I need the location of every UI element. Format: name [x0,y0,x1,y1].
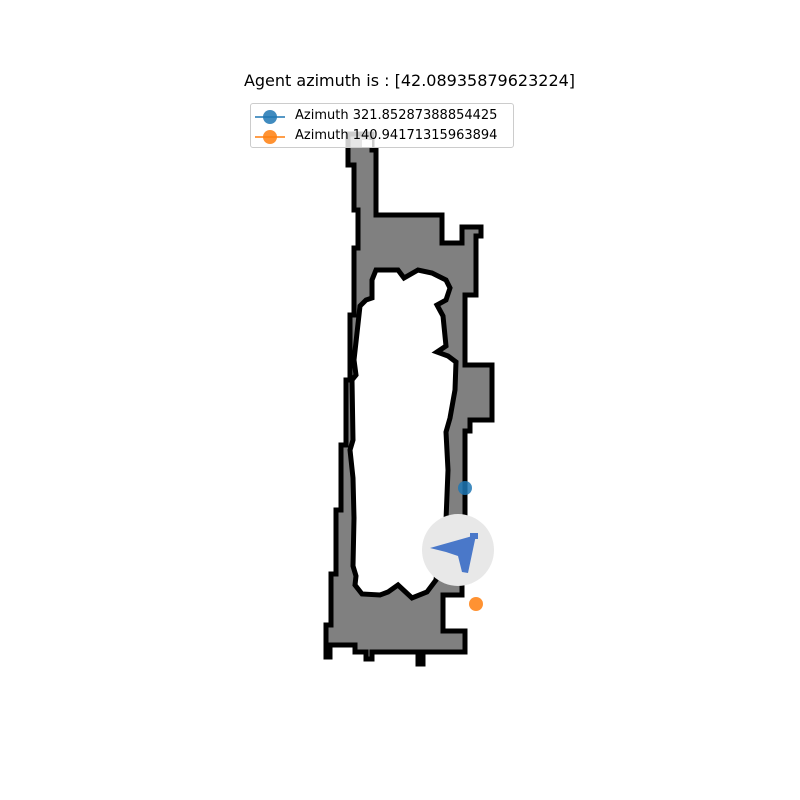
legend: Azimuth 321.85287388854425 Azimuth 140.9… [250,103,514,148]
legend-marker-icon [255,110,285,124]
legend-entry: Azimuth 140.94171315963894 [251,127,513,147]
legend-entry: Azimuth 321.85287388854425 [251,107,513,127]
legend-label: Azimuth 321.85287388854425 [295,108,498,123]
agent-arrow-icon [430,533,478,573]
azimuth-marker-2[interactable] [469,597,483,611]
map-title: Agent azimuth is : [42.08935879623224] [243,71,576,90]
free-space-corridor [347,267,459,601]
azimuth-marker-1[interactable] [458,481,472,495]
legend-marker-icon [255,130,285,144]
free-space-patch [456,608,462,618]
legend-label: Azimuth 140.94171315963894 [295,128,498,143]
